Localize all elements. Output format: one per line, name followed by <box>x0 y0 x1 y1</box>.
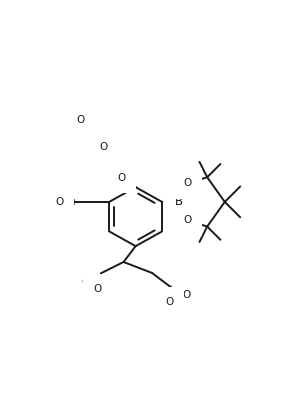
Text: O: O <box>76 115 85 125</box>
Text: O: O <box>81 277 89 288</box>
Text: O: O <box>182 290 190 300</box>
Text: O: O <box>55 197 63 207</box>
Text: O: O <box>183 215 191 225</box>
Text: O: O <box>165 297 174 307</box>
Text: B: B <box>175 195 183 208</box>
Text: O: O <box>117 173 126 183</box>
Text: O: O <box>93 284 101 294</box>
Text: O: O <box>183 178 191 188</box>
Text: O: O <box>100 142 108 152</box>
